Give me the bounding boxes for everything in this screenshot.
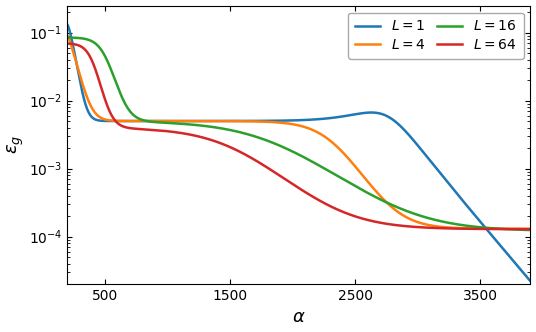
Line: $L = 64$: $L = 64$ <box>68 43 531 229</box>
$L = 4$ <box>241 119 248 123</box>
$L = 64$ <box>148 128 155 132</box>
$L = 4$ <box>342 153 348 157</box>
$L = 4$ <box>366 181 372 185</box>
X-axis label: $\alpha$: $\alpha$ <box>292 308 306 326</box>
$L = 64$ <box>241 152 248 156</box>
$L = 4$ <box>445 225 451 229</box>
$L = 1$ <box>342 114 348 118</box>
$L = 64$ <box>342 211 348 215</box>
$L = 1$ <box>241 119 248 123</box>
$L = 64$ <box>410 225 416 229</box>
$L = 1$ <box>366 111 372 115</box>
$L = 16$ <box>148 120 155 124</box>
$L = 64$ <box>64 42 71 45</box>
Legend: $L = 1$, $L = 4$, $L = 16$, $L = 64$: $L = 1$, $L = 4$, $L = 16$, $L = 64$ <box>348 13 524 59</box>
$L = 4$ <box>148 119 155 123</box>
$L = 4$ <box>64 34 71 38</box>
$L = 64$ <box>366 218 372 222</box>
$L = 4$ <box>410 218 416 222</box>
$L = 16$ <box>445 221 451 225</box>
Line: $L = 4$: $L = 4$ <box>68 36 531 229</box>
$L = 16$ <box>64 36 71 40</box>
$L = 16$ <box>527 228 534 232</box>
$L = 1$ <box>148 119 155 123</box>
Line: $L = 1$: $L = 1$ <box>68 25 531 281</box>
$L = 1$ <box>410 138 416 142</box>
$L = 16$ <box>366 192 372 196</box>
$L = 16$ <box>342 178 348 182</box>
$L = 1$ <box>445 181 451 185</box>
$L = 1$ <box>527 279 534 283</box>
Y-axis label: $\varepsilon_g$: $\varepsilon_g$ <box>5 135 26 154</box>
$L = 1$ <box>64 23 71 27</box>
$L = 64$ <box>527 227 534 231</box>
$L = 16$ <box>410 211 416 215</box>
Line: $L = 16$: $L = 16$ <box>68 38 531 230</box>
$L = 64$ <box>445 226 451 230</box>
$L = 4$ <box>527 227 534 231</box>
$L = 16$ <box>241 131 248 135</box>
